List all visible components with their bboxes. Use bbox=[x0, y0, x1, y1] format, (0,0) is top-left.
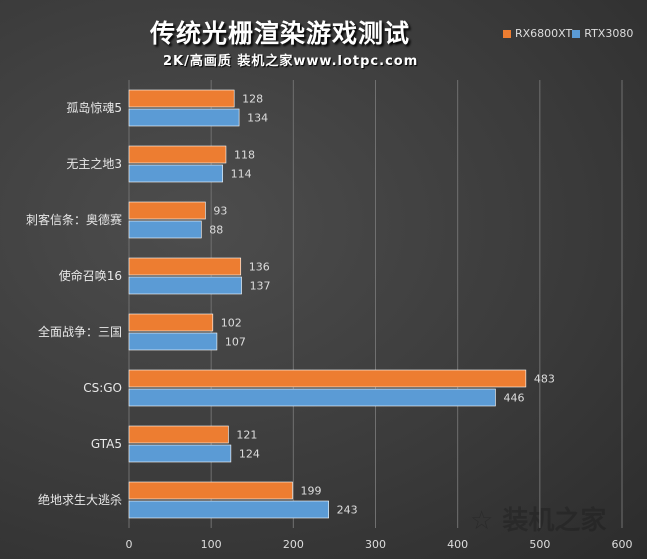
x-tick-label: 600 bbox=[612, 538, 633, 551]
bar-rx6800xt bbox=[128, 89, 235, 108]
data-label: 114 bbox=[231, 168, 252, 181]
chart-title: 传统光栅渲染游戏测试 bbox=[150, 19, 411, 48]
data-label: 483 bbox=[534, 373, 555, 386]
category-label: CS:GO bbox=[83, 381, 122, 395]
bar-rtx3080 bbox=[128, 388, 496, 407]
bar-rtx3080 bbox=[128, 444, 232, 463]
data-label: 102 bbox=[221, 317, 242, 330]
bar-rtx3080 bbox=[128, 164, 223, 183]
category-label: 无主之地3 bbox=[66, 157, 122, 171]
legend-label-rx6800xt: RX6800XT bbox=[515, 27, 573, 40]
watermark-logo: ☆ 装机之家 bbox=[470, 506, 607, 536]
x-tick-label: 200 bbox=[283, 538, 304, 551]
data-label: 121 bbox=[236, 429, 257, 442]
bar-rx6800xt bbox=[128, 425, 229, 444]
bar-rtx3080 bbox=[128, 276, 242, 295]
legend-label-rtx3080: RTX3080 bbox=[584, 27, 634, 40]
legend-swatch-rx6800xt bbox=[503, 29, 511, 38]
category-label: 全面战争：三国 bbox=[38, 324, 122, 339]
data-label: 136 bbox=[249, 261, 270, 274]
bar-rtx3080 bbox=[128, 108, 240, 127]
bar-rx6800xt bbox=[128, 481, 293, 500]
x-tick-label: 300 bbox=[365, 538, 386, 551]
x-tick-label: 100 bbox=[201, 538, 222, 551]
x-tick-label: 400 bbox=[447, 538, 468, 551]
data-label: 137 bbox=[250, 280, 271, 293]
data-label: 134 bbox=[247, 112, 268, 125]
data-label: 243 bbox=[337, 504, 358, 517]
bar-rx6800xt bbox=[128, 257, 242, 276]
legend-swatch-rtx3080 bbox=[572, 29, 581, 38]
bar-rtx3080 bbox=[128, 220, 202, 239]
category-label: 使命召唤16 bbox=[59, 268, 122, 283]
bar-rtx3080 bbox=[128, 500, 329, 519]
bar-rx6800xt bbox=[128, 145, 227, 164]
data-label: 124 bbox=[239, 448, 260, 461]
data-label: 118 bbox=[234, 149, 255, 162]
data-label: 199 bbox=[301, 485, 322, 498]
legend: RX6800XT RTX3080 bbox=[503, 27, 633, 40]
bar-rx6800xt bbox=[128, 369, 527, 388]
category-label: 孤岛惊魂5 bbox=[66, 100, 122, 115]
bar-rtx3080 bbox=[128, 332, 218, 351]
data-label: 93 bbox=[213, 205, 227, 218]
data-label: 446 bbox=[503, 392, 524, 405]
data-label: 107 bbox=[225, 336, 246, 349]
category-label: 刺客信条：奥德赛 bbox=[26, 212, 122, 227]
data-label: 88 bbox=[209, 224, 223, 237]
category-label: 绝地求生大逃杀 bbox=[38, 492, 122, 507]
chart-subtitle: 2K/高画质 装机之家www.lotpc.com bbox=[163, 54, 419, 69]
x-tick-label: 500 bbox=[529, 538, 550, 551]
x-tick-label: 0 bbox=[126, 538, 133, 551]
bar-rx6800xt bbox=[128, 313, 214, 332]
data-label: 128 bbox=[242, 93, 263, 106]
category-label: GTA5 bbox=[91, 437, 122, 451]
bar-rx6800xt bbox=[128, 201, 206, 220]
